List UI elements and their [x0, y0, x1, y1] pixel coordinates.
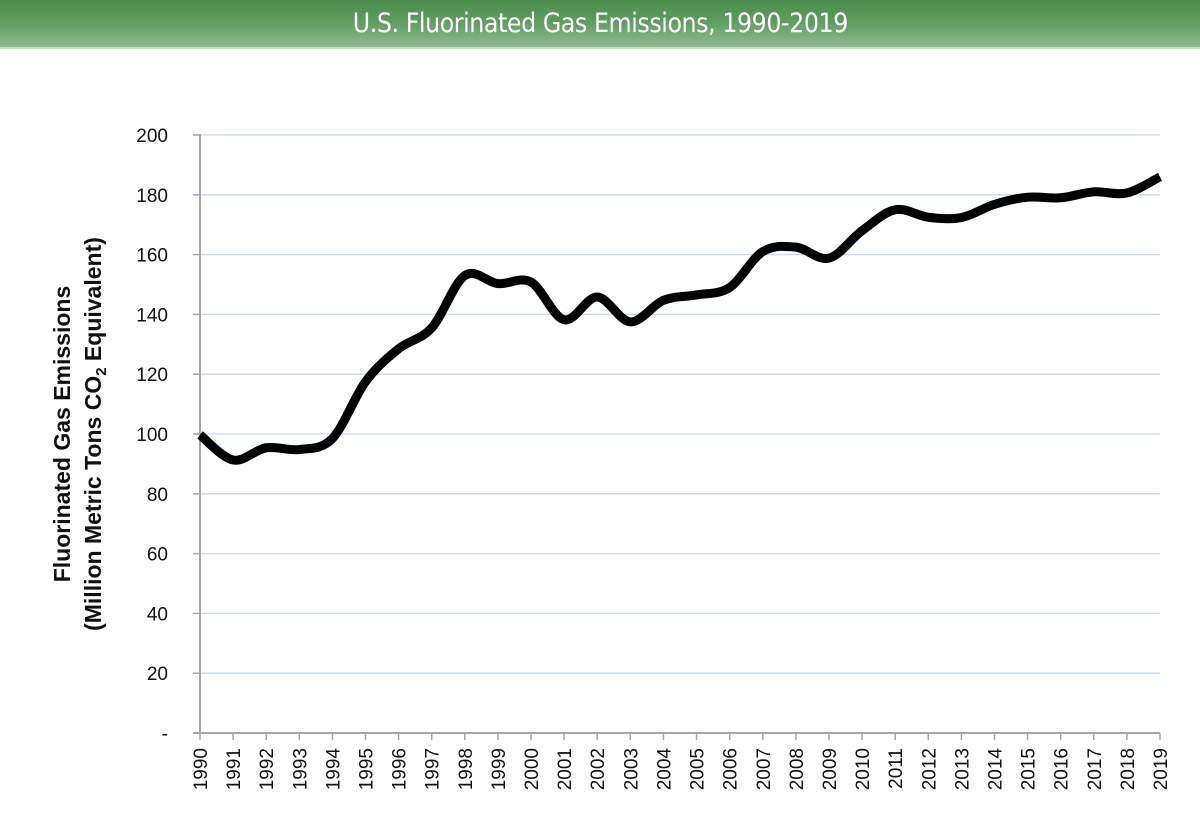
x-tick-label: 2000: [522, 748, 543, 790]
y-tick-label: 180: [136, 186, 168, 207]
x-tick-label: 2012: [919, 748, 940, 790]
x-tick-label: 2005: [688, 748, 709, 790]
y-axis-title-subscript: 2: [93, 367, 110, 375]
y-axis-title-line2: (Million Metric Tons CO2 Equivalent): [80, 237, 110, 631]
x-tick-label: 1994: [323, 748, 344, 791]
x-tick-label: 2007: [754, 748, 775, 790]
x-tick-label: 1991: [224, 748, 245, 790]
y-tick-label: 160: [136, 246, 168, 267]
x-tick-label: 2010: [853, 748, 874, 790]
x-tick-label: 2006: [721, 748, 742, 790]
series-layer: [197, 172, 1163, 465]
y-axis-title: Fluorinated Gas Emissions (Million Metri…: [49, 237, 110, 631]
x-tick-label: 1995: [357, 748, 378, 790]
y-axis-tick-labels: - 20 40 60 80 100 120 140 160 180 200: [136, 126, 168, 745]
x-tick-label: 2019: [1151, 748, 1172, 790]
gridlines: [200, 134, 1160, 674]
x-tick-label: 2003: [621, 748, 642, 790]
x-tick-label: 1997: [423, 748, 444, 790]
axes: [193, 134, 1161, 740]
header-divider: [0, 47, 1200, 49]
x-tick-label: 1998: [456, 748, 477, 790]
x-tick-label: 2002: [588, 748, 609, 790]
y-tick-label: 20: [147, 664, 168, 685]
chart-title: U.S. Fluorinated Gas Emissions, 1990-201…: [352, 8, 848, 39]
y-tick-label: 80: [147, 485, 168, 506]
y-axis-title-line1: Fluorinated Gas Emissions: [49, 286, 75, 583]
x-tick-label: 2015: [1019, 748, 1040, 790]
y-tick-label: 40: [147, 604, 168, 625]
x-tick-label: 2017: [1085, 748, 1106, 790]
y-tick-label: 200: [136, 126, 168, 147]
y-axis-title-line2-suffix: Equivalent): [80, 237, 106, 367]
x-tick-label: 1993: [290, 748, 311, 790]
x-tick-label: 2004: [654, 748, 675, 791]
x-tick-label: 2013: [952, 748, 973, 790]
x-tick-label: 1996: [390, 748, 411, 790]
x-tick-label: 1999: [489, 748, 510, 790]
x-tick-label: 2009: [820, 748, 841, 790]
x-tick-label: 2018: [1118, 748, 1139, 790]
x-tick-label: 1990: [191, 748, 212, 790]
y-axis-title-line2-prefix: (Million Metric Tons CO: [80, 376, 106, 631]
chart-header-banner: U.S. Fluorinated Gas Emissions, 1990-201…: [0, 0, 1200, 47]
y-tick-label: 60: [147, 545, 168, 566]
x-tick-label: 1992: [257, 748, 278, 790]
y-tick-label: 120: [136, 365, 168, 386]
x-tick-label: 2008: [787, 748, 808, 790]
y-tick-label: -: [162, 724, 168, 745]
x-tick-label: 2011: [886, 748, 907, 789]
x-axis-tick-labels: 1990 1991 1992 1993 1994 1995 1996 1997 1998 1999…: [191, 748, 1172, 791]
x-tick-label: 2016: [1052, 748, 1073, 790]
y-tick-label: 100: [136, 425, 168, 446]
x-tick-label: 2001: [555, 748, 576, 790]
series-line: [197, 172, 1163, 465]
y-tick-label: 140: [136, 305, 168, 326]
x-tick-label: 2014: [985, 748, 1006, 791]
